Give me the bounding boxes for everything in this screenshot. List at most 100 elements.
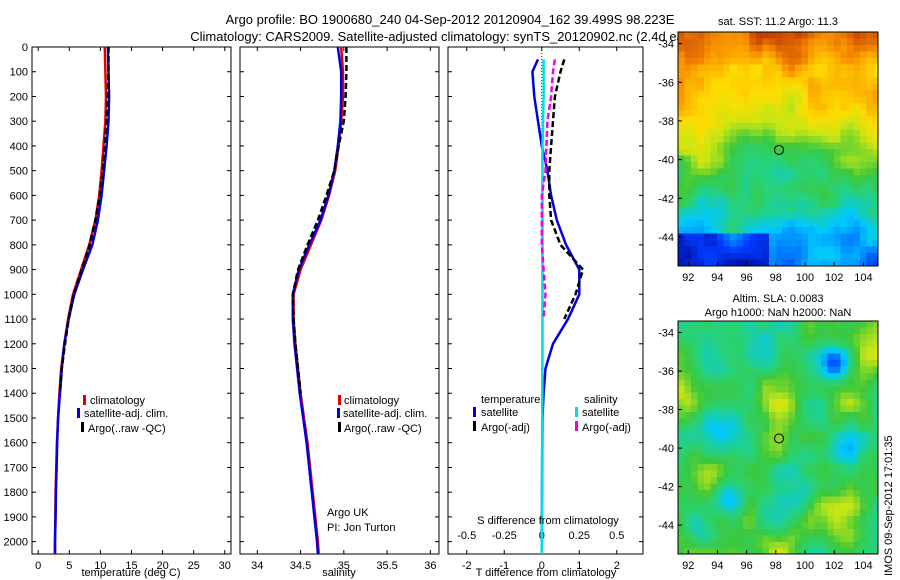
heatmap-cell [827, 412, 835, 419]
heatmap-cell [762, 207, 770, 215]
heatmap-cell [827, 240, 835, 247]
heatmap-cell [736, 110, 744, 117]
legend-swatch-t-satellite [473, 407, 476, 417]
heatmap-cell [678, 366, 685, 374]
heatmap-cell [795, 509, 802, 517]
heatmap-cell [788, 412, 796, 419]
heatmap-cell [723, 38, 731, 46]
heatmap-cell [717, 123, 724, 130]
heatmap-cell [834, 444, 841, 452]
heatmap-cell [749, 496, 757, 504]
heatmap-cell [801, 32, 809, 39]
heatmap-cell [834, 431, 841, 439]
heatmap-cell [769, 77, 776, 85]
heatmap-cell [827, 142, 835, 150]
heatmap-cell [691, 509, 698, 517]
heatmap-cell [697, 220, 705, 228]
heatmap-cell [762, 542, 770, 549]
heatmap-cell [710, 503, 718, 510]
heatmap-cell [808, 360, 815, 367]
heatmap-cell [730, 71, 737, 78]
heatmap-cell [762, 386, 770, 393]
heatmap-cell [684, 64, 692, 72]
heatmap-cell [821, 464, 828, 471]
heatmap-cell [866, 168, 874, 176]
legend-s-satellite: satellite [582, 407, 619, 419]
heatmap-cell [691, 451, 698, 458]
heatmap-cell [866, 347, 874, 354]
heatmap-cell [873, 149, 878, 156]
y-tick-label: 2000 [4, 537, 28, 549]
heatmap-cell [834, 32, 841, 39]
heatmap-cell [860, 64, 867, 72]
heatmap-cell [821, 392, 828, 400]
heatmap-cell [723, 418, 731, 426]
heatmap-cell [866, 162, 874, 169]
heatmap-cell [782, 405, 789, 413]
heatmap-cell [736, 470, 744, 478]
heatmap-cell [684, 181, 692, 189]
heatmap-cell [801, 58, 809, 65]
heatmap-cell [834, 246, 841, 254]
heatmap-cell [762, 227, 770, 234]
heatmap-cell [814, 470, 822, 478]
heatmap-cell [717, 181, 724, 189]
heatmap-cell [788, 399, 796, 406]
heatmap-cell [782, 496, 789, 504]
heatmap-cell [743, 175, 750, 182]
heatmap-cell [853, 246, 861, 254]
heatmap-cell [775, 58, 783, 65]
heatmap-cell [847, 347, 854, 354]
heatmap-cell [853, 373, 861, 380]
heatmap-cell [730, 503, 737, 510]
heatmap-cell [762, 129, 770, 137]
heatmap-cell [840, 136, 848, 143]
heatmap-cell [853, 334, 861, 341]
heatmap-cell [847, 438, 854, 445]
heatmap-cell [717, 392, 724, 400]
heatmap-cell [860, 399, 867, 406]
heatmap-cell [691, 360, 698, 367]
heatmap-cell [769, 373, 776, 380]
heatmap-cell [847, 194, 854, 202]
heatmap-cell [710, 51, 718, 59]
heatmap-cell [814, 496, 822, 504]
heatmap-cell [775, 470, 783, 478]
heatmap-cell [814, 168, 822, 176]
heatmap-cell [782, 32, 789, 39]
heatmap-cell [795, 431, 802, 439]
heatmap-cell [684, 516, 692, 523]
heatmap-cell [801, 360, 809, 367]
heatmap-cell [775, 386, 783, 393]
heatmap-cell [756, 45, 763, 52]
heatmap-cell [788, 451, 796, 458]
heatmap-cell [736, 51, 744, 59]
heatmap-cell [704, 246, 711, 254]
heatmap-cell [808, 253, 815, 260]
heatmap-cell [853, 529, 861, 536]
heatmap-cell [775, 477, 783, 484]
heatmap-cell [866, 71, 874, 78]
heatmap-cell [756, 77, 763, 85]
heatmap-cell [749, 123, 757, 130]
heatmap-cell [775, 431, 783, 439]
y-tick-label: -34 [658, 328, 674, 340]
heatmap-cell [730, 470, 737, 478]
heatmap-cell [691, 51, 698, 59]
heatmap-cell [710, 155, 718, 163]
heatmap-cells [678, 321, 878, 554]
heatmap-cell [788, 522, 796, 530]
heatmap-cell [775, 246, 783, 254]
heatmap-cell [691, 45, 698, 52]
heatmap-cell [801, 201, 809, 208]
heatmap-cell [827, 431, 835, 439]
heatmap-cell [840, 366, 848, 374]
heatmap-cell [756, 340, 763, 348]
heatmap-cell [769, 522, 776, 530]
heatmap-cell [860, 392, 867, 400]
heatmap-cell [860, 438, 867, 445]
heatmap-cell [821, 360, 828, 367]
heatmap-cell [801, 38, 809, 46]
heatmap-cell [704, 529, 711, 536]
heatmap-cell [769, 207, 776, 215]
